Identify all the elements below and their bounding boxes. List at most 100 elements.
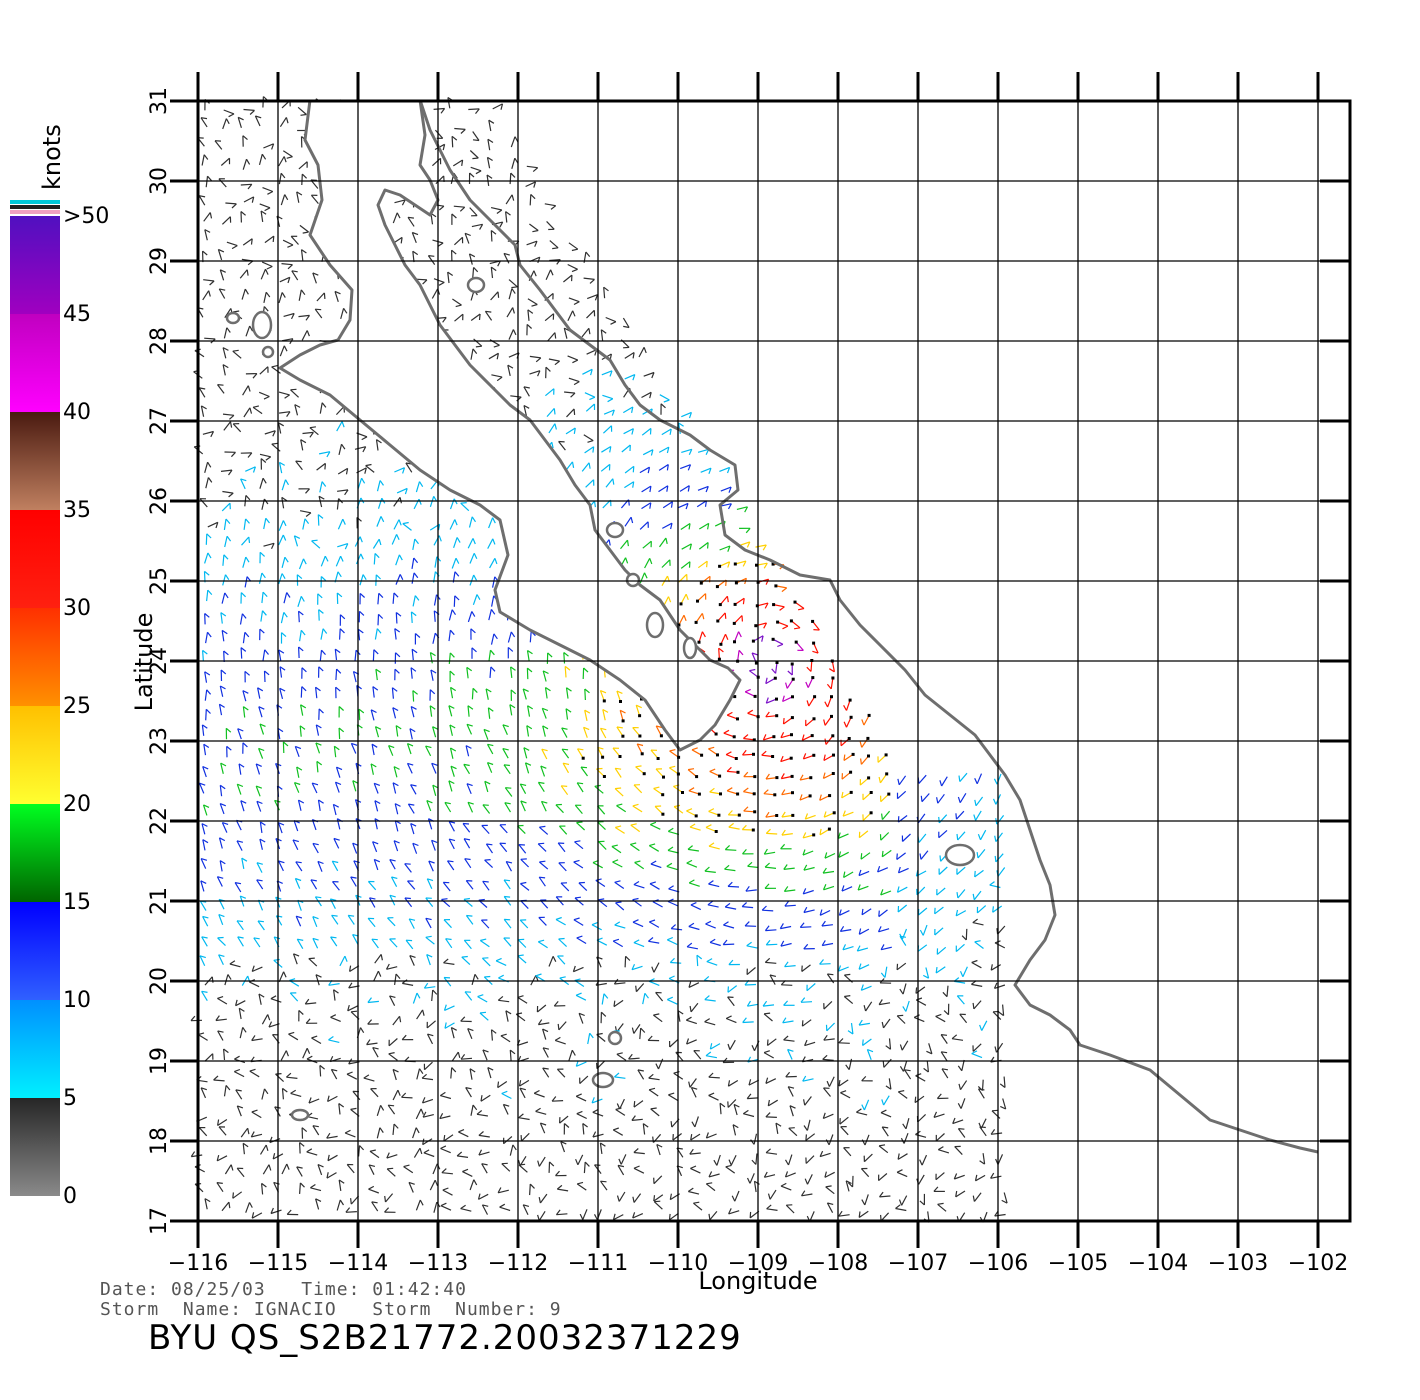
wind-barb-flag (365, 463, 372, 467)
wind-barb-flag (318, 708, 324, 714)
wind-barb (335, 767, 341, 778)
rain-flag-dot (601, 755, 605, 759)
wind-barb (1003, 1192, 1008, 1204)
wind-barb-flag (244, 288, 249, 295)
wind-barb (293, 782, 300, 793)
wind-barb-flag (780, 732, 785, 738)
wind-barb-flag (943, 1010, 949, 1016)
wind-barb-flag (362, 574, 367, 581)
wind-barb (372, 686, 375, 698)
wind-barb (787, 1154, 793, 1166)
wind-barb-flag (321, 402, 327, 408)
wind-barb (696, 955, 699, 967)
wind-barb-flag (371, 938, 378, 941)
wind-barb (994, 984, 1006, 989)
wind-barb-flag (392, 687, 398, 692)
lat-lon-grid (170, 72, 1352, 1248)
wind-barb (259, 838, 263, 850)
wind-barb-flag (229, 960, 236, 965)
wind-barb-flag (218, 913, 225, 918)
wind-barb (198, 782, 205, 794)
wind-barb-flag (300, 596, 305, 602)
wind-barb (460, 1208, 472, 1212)
wind-barb-flag (724, 864, 730, 870)
wind-barb (278, 534, 284, 546)
wind-barb-flag (202, 649, 208, 655)
wind-barb-flag (895, 1204, 901, 1209)
rain-flag-dot (697, 640, 701, 644)
wind-barb-flag (788, 1086, 795, 1089)
wind-barb (235, 1089, 243, 1100)
wind-barb-flag (200, 1087, 207, 1091)
wind-barb (243, 407, 251, 418)
wind-barb-flag (255, 115, 262, 119)
wind-barb-flag (743, 771, 749, 778)
wind-barb (464, 858, 472, 869)
wind-barb-flag (490, 649, 495, 656)
wind-barb (653, 1201, 663, 1210)
wind-barb-flag (858, 963, 862, 970)
rain-flag-dot (774, 584, 778, 588)
wind-barb (803, 909, 815, 914)
wind-barb (368, 1188, 380, 1194)
wind-barb-flag (781, 587, 788, 593)
wind-barb (312, 843, 319, 854)
wind-barb-flag (256, 879, 263, 882)
wind-barb (278, 971, 285, 983)
wind-barb-flag (860, 758, 862, 765)
wind-barb-flag (504, 895, 511, 898)
wind-barb (527, 298, 538, 306)
wind-barb-flag (250, 238, 253, 245)
wind-barb (283, 312, 295, 317)
wind-barb (482, 1049, 488, 1061)
rain-flag-dot (811, 676, 815, 680)
wind-barb (453, 537, 458, 548)
island (225, 311, 241, 325)
wind-barb-flag (602, 708, 609, 713)
wind-barb (735, 560, 747, 565)
wind-barb-flag (475, 345, 482, 348)
wind-barb-flag (410, 784, 417, 787)
wind-barb (639, 521, 649, 530)
wind-barb (239, 269, 248, 279)
wind-barb (338, 1179, 342, 1191)
wind-barb-flag (941, 1051, 948, 1054)
rain-flag-dot (602, 775, 606, 778)
wind-barb-flag (708, 808, 715, 812)
wind-barb (956, 810, 965, 820)
rain-flag-dot (694, 620, 698, 624)
wind-barb (635, 705, 641, 716)
wind-barb (555, 918, 566, 926)
wind-barb (315, 687, 318, 699)
wind-barb-flag (449, 838, 456, 842)
wind-barb-flag (650, 449, 654, 456)
wind-barb (306, 1151, 318, 1156)
wind-barb (449, 724, 453, 736)
wind-barb (903, 1132, 909, 1144)
wind-barb-flag (991, 1109, 999, 1112)
wind-barb-flag (240, 647, 247, 652)
wind-barb (259, 478, 264, 489)
wind-barb-flag (504, 879, 511, 882)
wind-barb (727, 996, 735, 1007)
wind-barb-flag (190, 1151, 196, 1157)
wind-barb-flag (771, 668, 777, 674)
wind-barb-flag (201, 990, 208, 993)
wind-barb-flag (951, 1034, 958, 1040)
island (261, 345, 275, 359)
wind-barb-flag (744, 506, 749, 513)
wind-barb (367, 917, 376, 928)
wind-barb-flag (283, 971, 287, 978)
wind-barb-flag (533, 1089, 540, 1094)
wind-barb-flag (295, 745, 302, 750)
wind-barb-flag (842, 944, 847, 951)
wind-barb-flag (800, 1190, 806, 1197)
wind-barb-flag (426, 800, 433, 804)
wind-barb (439, 1115, 451, 1120)
wind-barb-flag (784, 961, 789, 968)
wind-barb-flag (724, 633, 729, 640)
lat-tick-label: 19 (147, 1047, 172, 1075)
wind-barb-flag (637, 743, 644, 747)
wind-barb (253, 937, 261, 948)
wind-barb (520, 883, 530, 891)
